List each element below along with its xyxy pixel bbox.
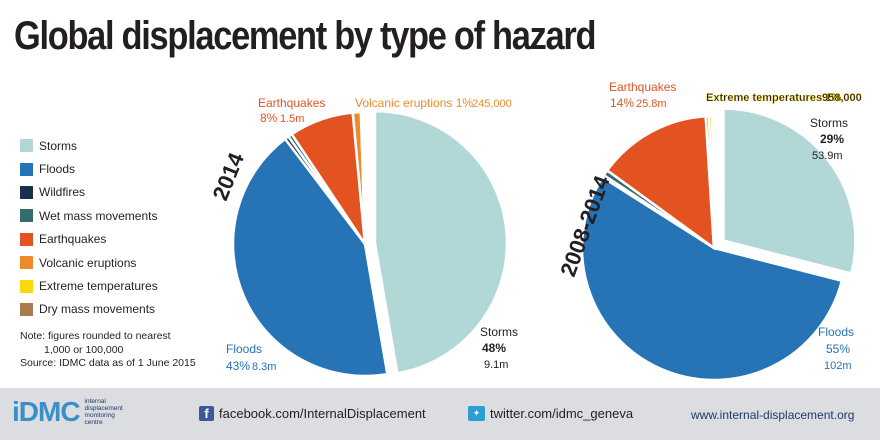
legend-item: Storms: [20, 134, 158, 157]
twitter-icon: ✦: [468, 406, 485, 421]
label-0814-floods-name: Floods: [818, 325, 854, 339]
label-2014-storms-pct: 48%: [482, 341, 506, 355]
label-2014-volcanic-value: 245,000: [472, 98, 512, 110]
legend-item: Wildfires: [20, 181, 158, 204]
logo-subtitle: internal displacement monitoring centre: [84, 398, 123, 426]
charts-svg: 2014 2008-2014 Earthquakes 8% 1.5m Volca…: [207, 80, 862, 382]
legend-label: Storms: [39, 138, 78, 153]
idmc-logo[interactable]: iDMC internal displacement monitoring ce…: [12, 396, 135, 428]
label-2014-storms-name: Storms: [480, 325, 518, 339]
label-0814-extreme-value: 958,000: [822, 92, 862, 104]
note-line-1: Note: figures rounded to nearest: [20, 330, 171, 342]
twitter-text: twitter.com/idmc_geneva: [490, 406, 634, 421]
legend-label: Earthquakes: [39, 232, 107, 247]
legend-item: Extreme temperatures: [20, 274, 158, 297]
label-2014-earthquakes-value: 1.5m: [280, 113, 304, 125]
website-link[interactable]: www.internal-displacement.org: [691, 408, 855, 422]
legend-item: Dry mass movements: [20, 298, 158, 321]
legend: Storms Floods Wildfires Wet mass movements E…: [20, 134, 158, 321]
label-2014-floods-pct: 43%: [226, 359, 250, 373]
source-note: Note: figures rounded to nearest 1,000 o…: [20, 330, 196, 371]
label-0814-storms-pct: 29%: [820, 132, 844, 146]
legend-label: Floods: [39, 162, 76, 177]
label-2014-earthquakes-name: Earthquakes: [258, 96, 325, 110]
note-line-3: Source: IDMC data as of 1 June 2015: [20, 357, 196, 369]
label-2014-floods-value: 8.3m: [252, 361, 276, 373]
label-0814-earthquakes-value: 25.8m: [636, 98, 667, 110]
pie-2014: [231, 109, 509, 378]
pie-slice-floods: [580, 175, 844, 382]
legend-swatch: [20, 279, 33, 293]
twitter-link[interactable]: ✦ twitter.com/idmc_geneva: [468, 406, 633, 421]
label-0814-extreme-name: Extreme temperatures 1%: [706, 92, 841, 104]
label-2014-storms-value: 9.1m: [484, 359, 508, 371]
legend-swatch: [20, 232, 33, 246]
legend-item: Volcanic eruptions: [20, 251, 158, 274]
label-0814-storms-value: 53.9m: [812, 150, 843, 162]
facebook-text: facebook.com/InternalDisplacement: [219, 406, 426, 421]
pie-slice-floods: [231, 137, 389, 378]
label-0814-earthquakes-name: Earthquakes: [609, 80, 676, 94]
pie-2008-2014: [580, 107, 857, 382]
facebook-icon: f: [199, 406, 214, 421]
legend-label: Dry mass movements: [39, 302, 156, 317]
legend-item: Floods: [20, 157, 158, 180]
legend-item: Earthquakes: [20, 228, 158, 251]
legend-label: Wet mass movements: [39, 208, 158, 223]
pie-slice-dry-mass-movements: [361, 110, 367, 245]
pie-slice-storms: [722, 107, 857, 275]
label-2014-volcanic-name: Volcanic eruptions 1%: [355, 96, 473, 110]
note-line-2: 1,000 or 100,000: [44, 343, 124, 356]
label-0814-floods-pct: 55%: [826, 342, 850, 356]
legend-swatch: [20, 185, 33, 199]
legend-swatch: [20, 302, 33, 316]
legend-label: Extreme temperatures: [39, 279, 158, 294]
legend-swatch: [20, 162, 33, 176]
pie-slice-earthquakes: [605, 114, 716, 251]
legend-label: Wildfires: [39, 185, 86, 200]
legend-swatch: [20, 139, 33, 153]
legend-swatch: [20, 209, 33, 223]
logo-text: iDMC: [12, 396, 81, 427]
label-2014-earthquakes-pct: 8%: [260, 111, 278, 125]
label-0814-earthquakes-pct: 14%: [610, 96, 634, 110]
page-title: Global displacement by type of hazard: [14, 14, 596, 58]
facebook-link[interactable]: f facebook.com/InternalDisplacement: [199, 406, 426, 421]
legend-item: Wet mass movements: [20, 204, 158, 227]
pie-slice-dry-mass-movements: [711, 114, 716, 249]
legend-label: Volcanic eruptions: [39, 255, 137, 270]
label-0814-storms-name: Storms: [810, 116, 848, 130]
pie-slice-storms: [373, 109, 509, 375]
label-0814-floods-value: 102m: [824, 360, 852, 372]
legend-swatch: [20, 256, 33, 270]
label-2014-floods-name: Floods: [226, 342, 262, 356]
footer: iDMC internal displacement monitoring ce…: [0, 388, 880, 440]
